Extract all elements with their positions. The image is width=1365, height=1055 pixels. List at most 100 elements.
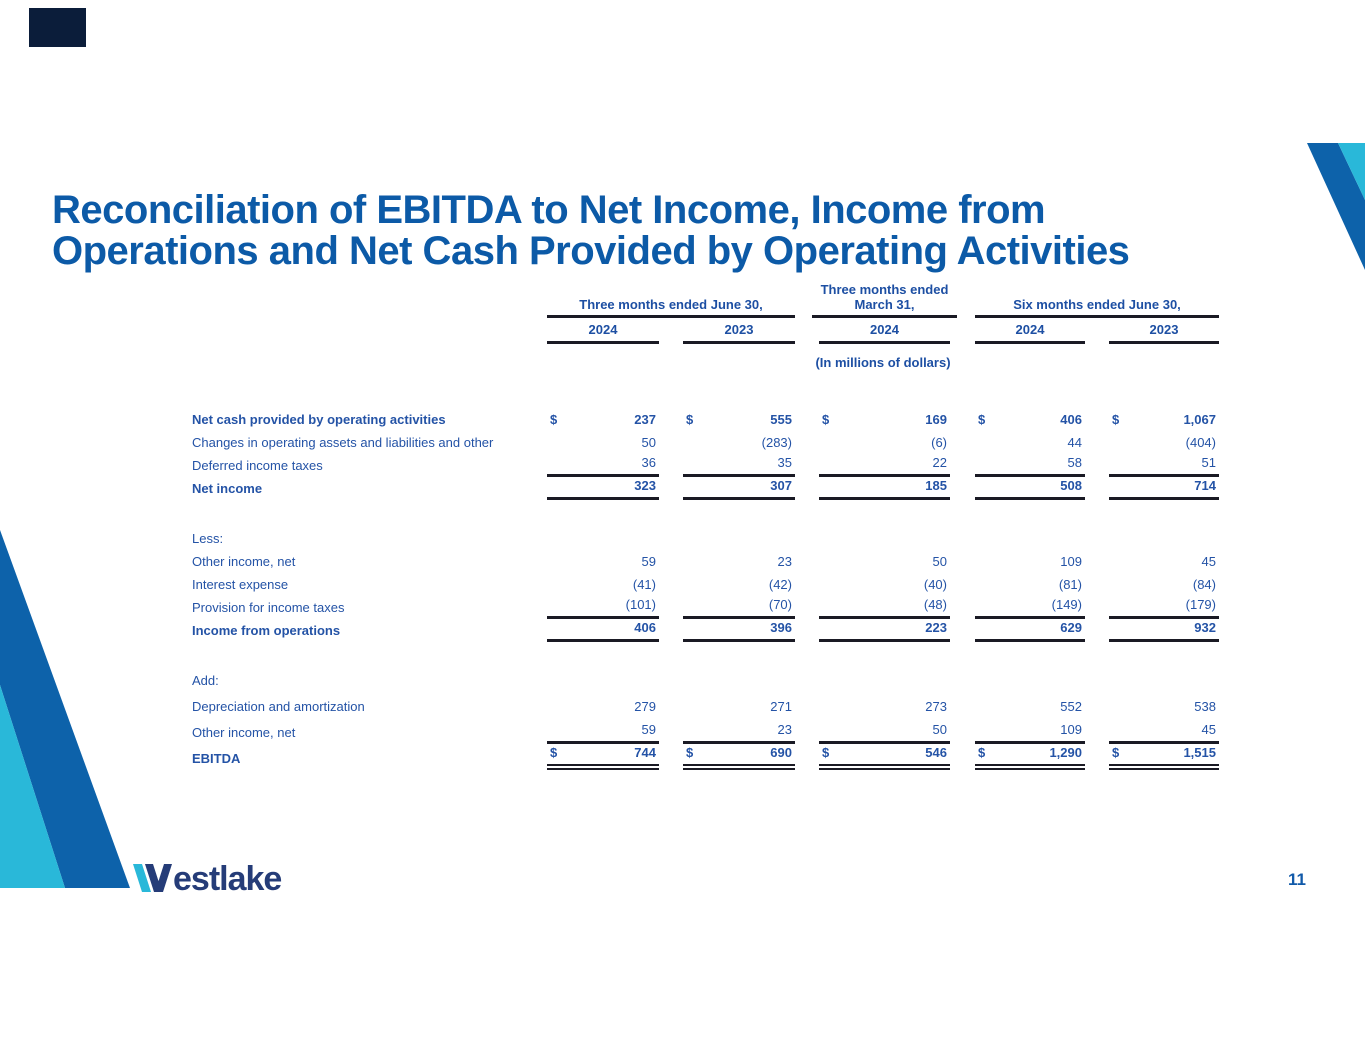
value: 396 [770, 620, 792, 635]
value: 406 [1060, 412, 1082, 427]
reconciliation-table: Three months ended June 30, Three months … [192, 278, 1222, 770]
value: 538 [1194, 699, 1216, 714]
dollar-sign [978, 597, 987, 612]
row-label: Changes in operating assets and liabilit… [192, 435, 494, 450]
dollar-sign [1112, 597, 1121, 612]
value: 508 [1060, 478, 1082, 493]
value-cell: 45 [1109, 722, 1219, 744]
row-label: Provision for income taxes [192, 600, 345, 615]
value: 690 [770, 745, 792, 760]
row-label: Other income, net [192, 725, 296, 740]
table-row: Income from operations 406 396 223 629 932 [192, 619, 1222, 642]
dollar-sign: $ [978, 412, 986, 427]
dollar-sign: $ [1112, 412, 1120, 427]
value: 22 [932, 455, 947, 470]
value: 51 [1201, 455, 1216, 470]
value-cell: (6) [819, 435, 950, 454]
dark-blue-wedge [0, 530, 130, 888]
table-row: Provision for income taxes (101) (70) (48) (… [192, 596, 1222, 619]
value: 58 [1067, 455, 1082, 470]
value: 1,515 [1183, 745, 1216, 760]
value: 59 [641, 554, 656, 569]
value-cell: 23 [683, 554, 795, 573]
dollar-sign [822, 620, 831, 635]
value: 307 [770, 478, 792, 493]
row-label: Interest expense [192, 577, 289, 592]
dollar-sign [978, 577, 987, 592]
table-row: Changes in operating assets and liabilit… [192, 431, 1222, 454]
value-cell: (84) [1109, 577, 1219, 596]
dollar-sign [550, 455, 559, 470]
value-cell: (40) [819, 577, 950, 596]
dollar-sign [978, 554, 987, 569]
row-label: Depreciation and amortization [192, 699, 365, 714]
value: (41) [632, 577, 656, 592]
row-label: Other income, net [192, 554, 296, 569]
dollar-sign [550, 620, 559, 635]
section-heading-row: Add: [192, 669, 1222, 692]
value-cell: 185 [819, 478, 950, 500]
dollar-sign [822, 435, 831, 450]
value-cell: 223 [819, 620, 950, 642]
dollar-sign: $ [550, 745, 558, 760]
dark-blue-wedge [1307, 143, 1365, 270]
value: (81) [1058, 577, 1082, 592]
dollar-sign [686, 455, 695, 470]
value-cell: (179) [1109, 597, 1219, 619]
dollar-sign [686, 577, 695, 592]
value-cell: 279 [547, 699, 659, 718]
value-cell: $690 [683, 745, 795, 770]
value-cell: $169 [819, 412, 950, 431]
value: 59 [641, 722, 656, 737]
value-cell: 23 [683, 722, 795, 744]
value: 237 [634, 412, 656, 427]
year-header: 2024 [547, 322, 659, 344]
table-header-row: Three months ended June 30, Three months … [192, 278, 1222, 318]
value-cell: 714 [1109, 478, 1219, 500]
value: (283) [761, 435, 792, 450]
section-heading: Less: [192, 531, 224, 546]
table-section: Less: Other income, net 59 23 50 109 45 Interes… [192, 527, 1222, 642]
value-cell: $1,290 [975, 745, 1085, 770]
value: 323 [634, 478, 656, 493]
dollar-sign [1112, 435, 1121, 450]
units-note: (In millions of dollars) [815, 355, 951, 370]
value-cell: $237 [547, 412, 659, 431]
value: 279 [634, 699, 656, 714]
table-row: Net income 323 307 185 508 714 [192, 477, 1222, 500]
value-cell: 508 [975, 478, 1085, 500]
value-cell: 273 [819, 699, 950, 718]
logo-wordmark: estlake [173, 860, 282, 898]
value: (179) [1185, 597, 1216, 612]
dollar-sign [822, 455, 831, 470]
section-gap [192, 642, 1222, 669]
dollar-sign [686, 554, 695, 569]
value: 932 [1194, 620, 1216, 635]
cyan-wedge [0, 685, 65, 888]
dollar-sign [822, 554, 831, 569]
dollar-sign [1112, 577, 1121, 592]
dollar-sign [686, 699, 695, 714]
value-cell: 58 [975, 455, 1085, 477]
dollar-sign [978, 435, 987, 450]
dollar-sign [686, 722, 695, 737]
row-label: Net cash provided by operating activitie… [192, 412, 446, 427]
value: 1,067 [1183, 412, 1216, 427]
dollar-sign [550, 597, 559, 612]
value-cell: (283) [683, 435, 795, 454]
row-label: Deferred income taxes [192, 458, 323, 473]
section-heading: Add: [192, 673, 219, 688]
table-row: Other income, net 59 23 50 109 45 [192, 550, 1222, 573]
value-cell: (149) [975, 597, 1085, 619]
westlake-logo: estlake [132, 860, 282, 898]
table-units-row: (In millions of dollars) [192, 344, 1222, 378]
dollar-sign [550, 435, 559, 450]
value: 50 [932, 554, 947, 569]
value-cell: 271 [683, 699, 795, 718]
year-header: 2023 [1109, 322, 1219, 344]
value: (6) [931, 435, 947, 450]
value: 45 [1201, 722, 1216, 737]
value: 406 [634, 620, 656, 635]
section-gap [192, 500, 1222, 527]
